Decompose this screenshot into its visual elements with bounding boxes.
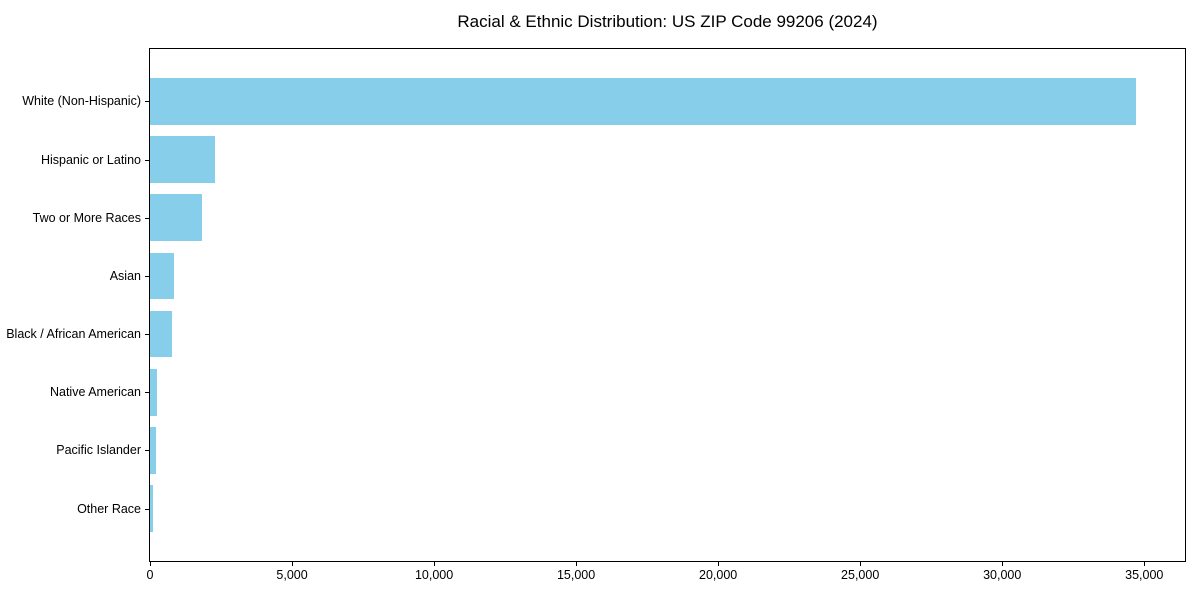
x-tick-label: 0 <box>146 568 154 582</box>
y-tick-mark <box>145 101 149 103</box>
x-tick-mark <box>292 562 294 566</box>
x-tick-mark <box>1002 562 1004 566</box>
x-tick-mark <box>718 562 720 566</box>
y-tick-label: Other Race <box>77 501 141 516</box>
x-tick-label: 30,000 <box>983 568 1022 582</box>
y-tick-mark <box>145 159 149 161</box>
x-tick-label: 25,000 <box>841 568 880 582</box>
bar <box>150 136 216 183</box>
bar <box>150 485 154 532</box>
y-tick-mark <box>145 392 149 394</box>
bar <box>150 310 173 358</box>
y-tick-mark <box>145 217 149 219</box>
x-tick-label: 5,000 <box>276 568 308 582</box>
y-tick-mark <box>145 275 149 277</box>
bar <box>150 369 158 416</box>
x-tick-label: 35,000 <box>1125 568 1164 582</box>
x-tick-mark <box>576 562 578 566</box>
bar <box>150 252 175 300</box>
x-tick-label: 15,000 <box>556 568 596 582</box>
bar <box>150 427 157 474</box>
y-tick-mark <box>145 334 149 336</box>
y-tick-label: Hispanic or Latino <box>40 152 141 167</box>
y-tick-mark <box>145 508 149 510</box>
y-tick-label: Two or More Races <box>32 210 141 225</box>
bar <box>150 78 1136 125</box>
bar <box>150 194 202 241</box>
y-tick-label: White (Non-Hispanic) <box>22 94 141 109</box>
y-tick-label: Black / African American <box>6 327 141 342</box>
y-tick-label: Native American <box>49 385 141 400</box>
x-tick-mark <box>1144 562 1146 566</box>
y-tick-mark <box>145 450 149 452</box>
chart-title: Racial & Ethnic Distribution: US ZIP Cod… <box>457 12 878 31</box>
x-tick-mark <box>860 562 862 566</box>
plot-area <box>149 48 1186 562</box>
x-tick-label: 20,000 <box>699 568 738 582</box>
x-tick-label: 10,000 <box>414 568 454 582</box>
x-tick-mark <box>150 562 151 566</box>
y-tick-label: Asian <box>109 268 141 283</box>
x-tick-mark <box>434 562 436 566</box>
y-tick-label: Pacific Islander <box>56 443 141 458</box>
